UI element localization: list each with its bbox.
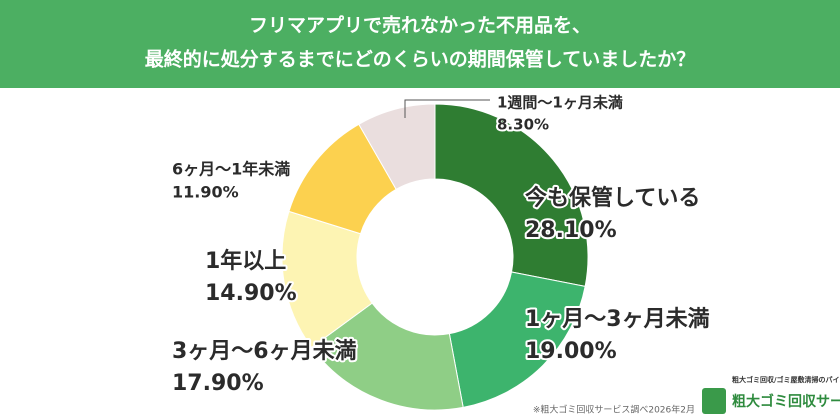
donut-slice <box>448 271 586 408</box>
logo-tagline: 粗大ゴミ回収/ゴミ屋敷清掃のパイオニア <box>732 375 840 384</box>
chart-title: フリマアプリで売れなかった不用品を、 <box>249 14 591 37</box>
title-band <box>0 0 840 88</box>
value-label: 19.00% <box>525 339 617 364</box>
category-label: 1ヶ月〜3ヶ月未満 <box>525 306 710 332</box>
value-label: 11.90% <box>172 183 239 202</box>
category-label: 3ヶ月〜6ヶ月未満 <box>172 338 357 364</box>
chart-title: 最終的に処分するまでにどのくらいの期間保管していましたか？ <box>145 48 695 71</box>
leader-line <box>404 99 490 118</box>
value-label: 17.90% <box>172 371 264 396</box>
source-note: ※粗大ゴミ回収サービス調べ2026年2月 <box>533 404 695 416</box>
category-label: 1週間〜1ヶ月未満 <box>497 94 623 112</box>
category-label: 1年以上 <box>205 248 286 274</box>
donut-slice <box>358 103 436 191</box>
logo-icon <box>702 388 726 414</box>
category-label: 6ヶ月〜1年未満 <box>172 160 290 179</box>
category-label: 今も保管している <box>525 185 700 211</box>
value-label: 14.90% <box>205 281 297 306</box>
donut-slice <box>310 302 464 411</box>
logo-name: 粗大ゴミ回収サービス <box>732 393 840 410</box>
value-label: 8.30% <box>497 115 549 133</box>
donut-slice <box>434 103 589 287</box>
logo: 粗大ゴミ回収/ゴミ屋敷清掃のパイオニア 粗大ゴミ回収サービス <box>702 375 840 414</box>
value-label: 28.10% <box>525 218 617 243</box>
